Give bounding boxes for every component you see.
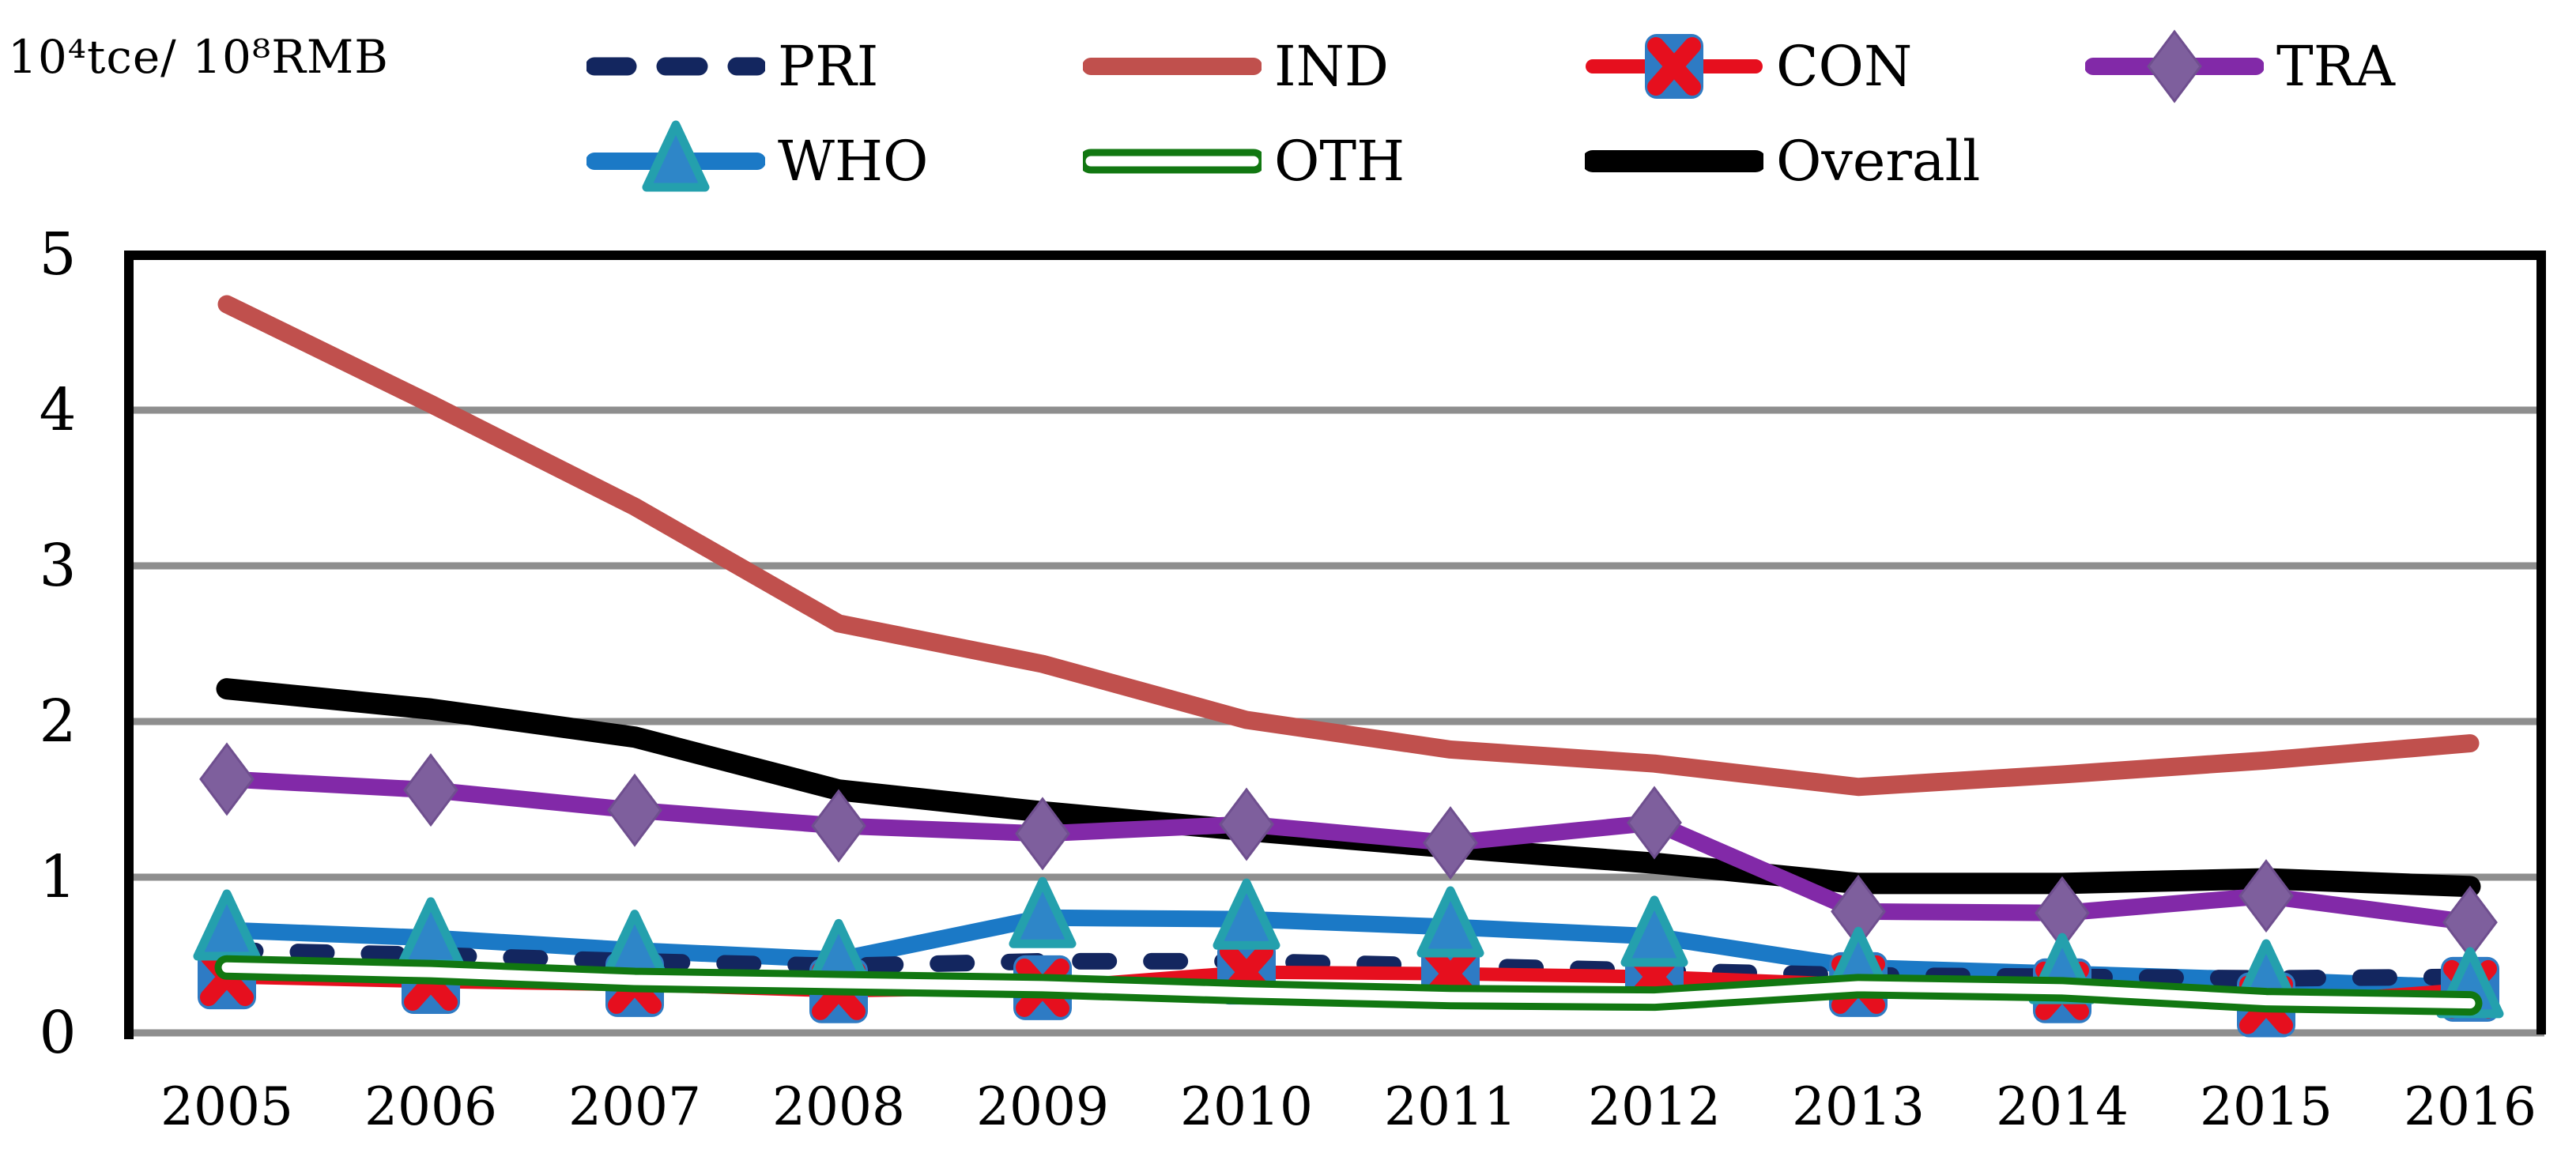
triangle-marker — [642, 120, 710, 192]
legend-label: PRI — [778, 34, 879, 99]
diamond-marker — [1015, 797, 1070, 871]
x-tick-label: 2008 — [772, 1076, 905, 1137]
chart-plot-area — [124, 251, 2551, 1045]
legend-item-overall: Overall — [1585, 111, 1980, 212]
x-tick-label: 2015 — [2200, 1076, 2333, 1137]
x-tick-label: 2011 — [1384, 1076, 1517, 1137]
legend-swatch-con — [1586, 34, 1763, 99]
x-tick-label: 2016 — [2404, 1076, 2536, 1137]
diamond-marker — [811, 789, 866, 863]
legend-item-pri: PRI — [586, 16, 878, 117]
legend-label: TRA — [2276, 34, 2395, 99]
diamond-marker — [403, 753, 458, 827]
legend-item-ind: IND — [1083, 16, 1389, 117]
legend-swatch-ind — [1083, 58, 1262, 75]
y-tick-label: 4 — [39, 376, 77, 444]
diamond-marker — [1423, 806, 1478, 880]
x-tick-label: 2007 — [568, 1076, 701, 1137]
diamond-marker — [199, 742, 255, 816]
x-tick-label: 2014 — [1996, 1076, 2129, 1137]
diamond-marker — [607, 773, 662, 847]
series-line-pri — [218, 942, 2479, 987]
diamond-marker — [1627, 786, 1682, 860]
series-line-ind — [217, 295, 2480, 797]
legend-label: OTH — [1274, 129, 1405, 194]
legend-label: WHO — [778, 129, 929, 194]
legend-item-tra: TRA — [2085, 16, 2395, 117]
x-tick-label: 2010 — [1180, 1076, 1313, 1137]
legend-item-who: WHO — [586, 111, 928, 212]
y-tick-label: 1 — [39, 843, 77, 911]
y-tick-label: 2 — [39, 688, 77, 755]
series-line-tra — [218, 771, 2479, 931]
x-tick-label: 2006 — [364, 1076, 497, 1137]
legend-item-con: CON — [1585, 16, 1912, 117]
triangle-marker — [1009, 876, 1077, 948]
diamond-marker — [2442, 885, 2498, 959]
triangle-marker — [1620, 895, 1688, 967]
tra-markers — [199, 742, 2498, 959]
legend-swatch-who — [586, 120, 765, 192]
x-tick-label: 2012 — [1588, 1076, 1721, 1137]
legend-swatch-tra — [2085, 29, 2264, 104]
y-tick-label: 3 — [39, 532, 77, 600]
legend-label: Overall — [1776, 129, 1981, 194]
legend-item-oth: OTH — [1083, 111, 1405, 212]
series-line-oth-core — [221, 962, 2476, 1009]
legend-label: IND — [1274, 34, 1390, 99]
x-tick-label: 2009 — [976, 1076, 1109, 1137]
x-tick-label: 2013 — [1792, 1076, 1925, 1137]
triangle-marker — [1416, 886, 1484, 958]
triangle-marker — [1213, 878, 1280, 950]
y-tick-label: 5 — [39, 220, 77, 288]
y-axis-unit-label: 10⁴tce/ 10⁸RMB — [8, 30, 389, 84]
y-tick-label: 0 — [39, 999, 77, 1067]
legend-swatch-overall — [1585, 150, 1763, 172]
legend-label: CON — [1776, 34, 1913, 99]
diamond-marker — [2238, 859, 2294, 933]
chart-canvas — [124, 251, 2546, 1039]
legend-swatch-pri — [586, 57, 765, 76]
diamond-marker — [2147, 29, 2202, 104]
legend-swatch-oth — [1083, 149, 1262, 174]
diamond-marker — [1219, 787, 1274, 861]
x-tick-label: 2005 — [160, 1076, 293, 1137]
